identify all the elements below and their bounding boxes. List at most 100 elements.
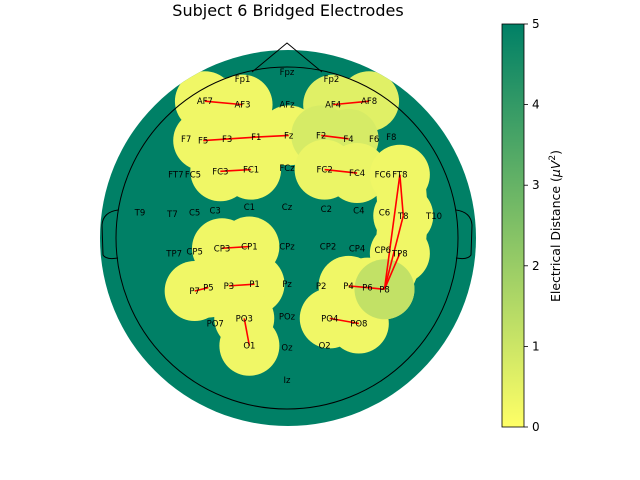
bridge-line-FC3-FC1 — [220, 168, 252, 173]
electrode-label-CP2: CP2 — [320, 243, 336, 253]
bridge-line-PO4-PO8 — [329, 317, 359, 325]
electrode-label-FT7: FT7 — [168, 171, 183, 181]
electrode-label-FC4: FC4 — [349, 169, 365, 179]
electrode-label-P8: P8 — [379, 285, 390, 295]
electrode-label-F8: F8 — [386, 133, 396, 143]
electrode-label-Fz: Fz — [284, 131, 294, 141]
electrode-label-T10: T10 — [425, 212, 442, 222]
bridge-line-T8-P8 — [383, 215, 405, 290]
colorbar-tick-label-2: 2 — [532, 259, 540, 273]
electrode-label-O1: O1 — [243, 342, 255, 352]
electrode-label-C1: C1 — [244, 203, 255, 213]
electrode-label-F4: F4 — [343, 135, 353, 145]
electrode-label-P6: P6 — [362, 284, 373, 294]
electrode-label-PO3: PO3 — [236, 314, 253, 324]
electrode-label-P3: P3 — [224, 282, 235, 292]
electrode-label-C2: C2 — [321, 205, 332, 215]
electrode-label-CP5: CP5 — [186, 248, 202, 258]
electrode-label-F2: F2 — [316, 131, 326, 141]
colorbar: 0 1 2 3 4 5 Electrical Distance (μV2) — [501, 17, 563, 434]
colorbar-label: Electrical Distance (μV2) — [548, 150, 563, 302]
nose-outline — [251, 42, 323, 73]
electrode-label-T7: T7 — [166, 210, 178, 220]
electrode-label-Oz: Oz — [281, 343, 293, 353]
electrode-label-FC1: FC1 — [243, 166, 259, 176]
bridge-line-FT8-T8 — [399, 174, 405, 216]
electrode-label-PO7: PO7 — [207, 320, 224, 330]
colorbar-ticks: 0 1 2 3 4 5 — [524, 17, 540, 434]
electrode-label-O2: O2 — [319, 342, 331, 352]
electrode-label-C4: C4 — [353, 207, 364, 217]
electrode-label-Fp1: Fp1 — [235, 75, 251, 85]
bridge-line-P7-P5 — [194, 286, 209, 292]
electrode-label-Pz: Pz — [282, 280, 292, 290]
electrode-label-P5: P5 — [203, 284, 214, 294]
electrode-label-C3: C3 — [210, 207, 221, 217]
electrode-label-CP1: CP1 — [241, 243, 257, 253]
left-ear-outline — [101, 209, 119, 260]
bridge-line-CP3-CP1 — [221, 245, 250, 250]
bridge-line-AF7-AF3 — [204, 100, 243, 106]
electrode-label-FC2: FC2 — [317, 166, 333, 176]
electrode-label-Fpz: Fpz — [280, 68, 295, 78]
electrode-label-P7: P7 — [189, 287, 200, 297]
bridge-line-FC2-FC4 — [324, 168, 358, 174]
electrode-label-AFz: AFz — [279, 101, 295, 111]
electrode-label-T8: T8 — [397, 212, 409, 222]
bridge-line-PO3-O1 — [243, 318, 251, 346]
electrode-label-FT8: FT8 — [392, 171, 407, 181]
bridge-line-P4-P6 — [348, 285, 368, 289]
electrode-label-P2: P2 — [316, 282, 327, 292]
head-outline — [101, 42, 473, 410]
electrode-label-CP3: CP3 — [214, 244, 230, 254]
electrode-label-F3: F3 — [222, 135, 232, 145]
colorbar-tick-label-4: 4 — [532, 98, 540, 112]
electrode-label-CPz: CPz — [279, 243, 295, 253]
bridge-lines — [194, 100, 405, 346]
electrode-label-FC6: FC6 — [375, 171, 391, 181]
right-ear-outline — [455, 209, 473, 260]
electrode-label-Fp2: Fp2 — [324, 75, 340, 85]
colorbar-gradient — [502, 24, 524, 427]
electrode-label-POz: POz — [279, 313, 296, 323]
electrode-label-F1: F1 — [251, 133, 261, 143]
bridge-line-TP8-P8 — [383, 253, 401, 290]
colorbar-tick-label-1: 1 — [532, 339, 540, 353]
electrode-label-FC3: FC3 — [212, 167, 228, 177]
bridge-line-F5-F1 — [203, 136, 257, 142]
electrode-label-PO8: PO8 — [350, 320, 367, 330]
electrode-label-C6: C6 — [379, 208, 390, 218]
electrode-label-P4: P4 — [343, 282, 354, 292]
electrode-label-T9: T9 — [134, 208, 146, 218]
colorbar-tick-label-3: 3 — [532, 178, 540, 192]
electrode-label-P1: P1 — [249, 280, 260, 290]
electrode-label-PO4: PO4 — [321, 314, 338, 324]
bridge-line-P3-P1 — [228, 283, 255, 287]
electrode-label-FCz: FCz — [279, 164, 295, 174]
electrode-label-AF4: AF4 — [325, 101, 341, 111]
electrode-label-CP4: CP4 — [349, 244, 365, 254]
electrode-label-F5: F5 — [198, 137, 208, 147]
electrode-label-F6: F6 — [369, 135, 379, 145]
electrode-label-AF8: AF8 — [361, 97, 377, 107]
electrode-label-AF7: AF7 — [197, 97, 213, 107]
electrode-label-AF3: AF3 — [234, 101, 250, 111]
colorbar-tick-label-0: 0 — [532, 420, 540, 434]
electrode-label-TP7: TP7 — [165, 249, 182, 259]
electrode-label-Iz: Iz — [284, 376, 292, 386]
bridge-line-FT8-P8 — [383, 174, 401, 290]
bridge-line-P6-P8 — [367, 286, 385, 291]
electrode-label-FC5: FC5 — [185, 171, 201, 181]
head-circle — [115, 66, 459, 410]
bridge-line-F2-F4 — [321, 134, 349, 140]
electrode-labels: Fpz Fp1 Fp2 AF7 AF3 AFz AF4 AF8 F7 F5 F3 F1 Fz F2 F4 F6… — [134, 68, 442, 386]
chart-title: Subject 6 Bridged Electrodes — [172, 1, 403, 20]
bridge-line-F1-Fz — [256, 134, 289, 138]
bridge-line-AF4-AF8 — [333, 100, 370, 106]
colorbar-frame — [501, 23, 525, 428]
electrode-label-C5: C5 — [189, 208, 200, 218]
electrode-label-Cz: Cz — [282, 203, 293, 213]
electrode-label-F7: F7 — [181, 135, 191, 145]
colorbar-tick-label-5: 5 — [532, 17, 540, 31]
